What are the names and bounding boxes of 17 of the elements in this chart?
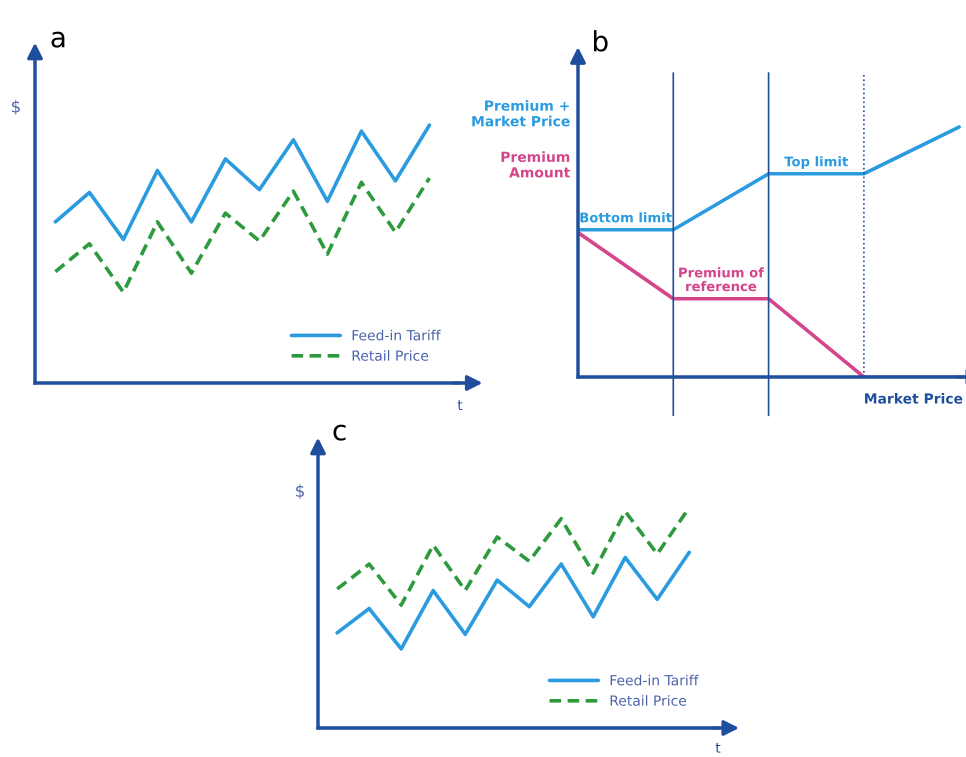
x-axis-title: t: [716, 742, 720, 753]
annotation: Top limit: [784, 156, 848, 169]
chart-title: c: [334, 424, 346, 441]
legend-label: Feed-in Tariff: [352, 330, 441, 340]
legend-label: Retail Price: [352, 350, 428, 361]
y-axis-title: $: [12, 100, 20, 115]
chart-title: b: [594, 30, 608, 52]
legend-label: Retail Price: [610, 695, 686, 706]
text: Premium + Market Price: [472, 100, 570, 126]
x-axis-title: t: [458, 400, 462, 410]
text: Premium Amount: [502, 151, 570, 178]
annotation: Bottom limit: [580, 212, 672, 222]
legend-label: Feed-in Tariff: [610, 674, 699, 686]
x-axis-title: Market Price: [865, 393, 962, 404]
chart-title: a: [52, 32, 64, 48]
y-axis-title: $: [296, 484, 304, 500]
annotation: Premium of reference: [679, 267, 764, 292]
